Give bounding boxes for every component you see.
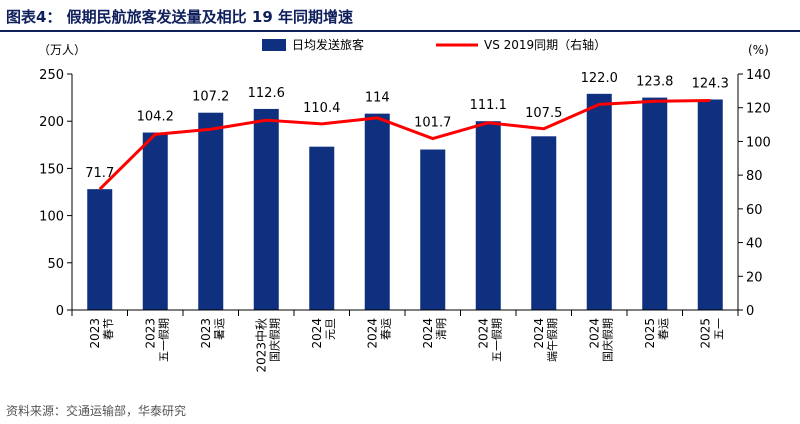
x-tick-label-period: 五一 [712,318,725,340]
figure-header: 图表4： 假期民航旅客发送量及相比 19 年同期增速 [0,0,800,32]
bar [531,136,557,310]
source-note: 资料来源：交通运输部，华泰研究 [6,404,187,418]
y-left-tick-label: 250 [39,68,64,83]
y-right-tick-label: 20 [746,270,763,285]
x-tick-label-year: 2024 [365,318,379,349]
y-left-tick-label: 150 [39,162,64,177]
x-tick-label-year: 2023 [143,318,157,349]
data-label: 101.7 [414,116,451,131]
data-label: 124.3 [692,76,729,91]
legend-swatch-bar [262,39,286,51]
y-right-tick-label: 60 [746,203,763,218]
y-left-unit: （万人） [38,43,86,57]
data-label: 123.8 [636,75,673,90]
data-label: 114 [365,91,390,106]
x-tick-label-year: 2024 [476,318,490,349]
x-tick-label-year: 2024 [421,318,435,349]
bar [642,97,668,310]
x-tick-label-period: 五一假期 [489,318,503,362]
x-tick-label-period: 端午假期 [545,318,559,362]
legend-label-bar: 日均发送旅客 [292,37,364,52]
x-tick-label-period: 春运 [657,318,670,340]
y-left-tick-label: 100 [39,210,64,225]
y-right-tick-label: 120 [746,102,771,117]
x-tick-label-period: 暑运 [213,318,226,340]
data-label: 110.4 [303,101,340,116]
y-right-tick-label: 0 [746,304,754,319]
figure-title: 图表4： 假期民航旅客发送量及相比 19 年同期增速 [6,8,353,26]
x-tick-label-period: 五一假期 [156,318,170,362]
y-right-unit: (%) [748,43,769,57]
data-label: 122.0 [581,71,618,86]
bar [364,113,390,310]
x-tick-label-period: 国庆假期 [267,318,281,362]
x-tick-label-year: 2024 [310,318,324,349]
x-tick-label-year: 2023 [88,318,102,349]
y-left-tick-label: 200 [39,115,64,130]
bar [309,146,335,310]
data-label: 71.7 [85,166,114,181]
series-line [98,98,711,191]
x-tick-label-year: 2025 [643,318,657,349]
x-tick-label-year: 2024 [587,318,601,349]
bar [198,112,224,310]
y-left-tick-label: 50 [47,257,64,272]
y-right-tick-label: 80 [746,169,763,184]
y-right-tick-label: 140 [746,68,771,83]
y-right-tick-label: 100 [746,135,771,150]
data-label: 107.2 [192,90,229,105]
x-tick-label-period: 清明 [435,318,448,340]
x-tick-label-period: 元旦 [324,318,337,340]
bar [697,99,723,310]
bar [253,108,279,310]
x-tick-label-period: 国庆假期 [600,318,614,362]
x-tick-label-period: 春运 [379,318,392,340]
data-label: 112.6 [248,86,285,101]
x-tick-label-year: 2023 [199,318,213,349]
combo-chart: 日均发送旅客 VS 2019同期（右轴）（万人） (%)05010015020025… [38,37,771,373]
x-tick-label-year: 2024 [532,318,546,349]
x-tick-label-period: 春节 [102,318,115,340]
bar [142,132,168,310]
data-label: 111.1 [470,98,507,113]
y-left-tick-label: 0 [56,304,64,319]
x-tick-label-year: 2023中秋 [253,318,268,373]
legend-label-line: VS 2019同期（右轴） [484,37,606,52]
y-right-tick-label: 40 [746,237,763,252]
bar [87,189,113,310]
x-tick-label-year: 2025 [698,318,712,349]
data-label: 104.2 [137,110,174,125]
bar [586,93,612,310]
bar [420,149,446,310]
data-label: 107.5 [525,106,562,121]
bar [475,121,501,310]
